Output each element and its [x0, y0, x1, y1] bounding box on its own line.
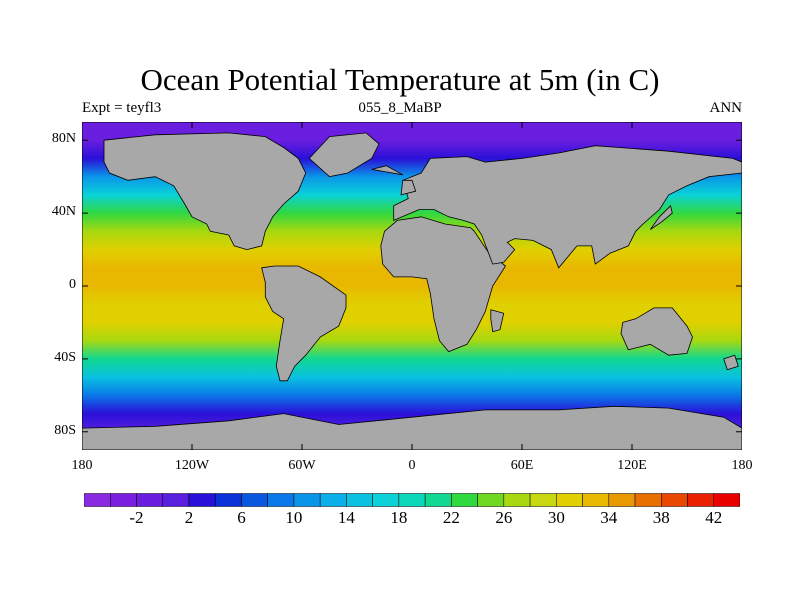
colorbar-box	[214, 493, 242, 507]
colorbar-label: -2	[129, 508, 144, 527]
temperature-map	[82, 122, 742, 450]
colorbar-label: 18	[390, 508, 408, 527]
colorbar-label: 34	[600, 508, 618, 527]
land-mass-5	[620, 307, 693, 356]
x-tick-label: 120E	[617, 458, 647, 473]
colorbar-box	[136, 493, 163, 507]
x-tick-label: 180	[71, 458, 93, 473]
x-tick-label: 0	[408, 458, 416, 473]
colorbar-box	[477, 493, 505, 507]
y-tick-label: 0	[69, 277, 76, 292]
x-tick-label: 120W	[174, 458, 210, 473]
chart-title: Ocean Potential Temperature at 5m (in C)	[140, 62, 660, 97]
experiment-label: Expt = teyfl3	[82, 100, 162, 116]
colorbar-box	[319, 493, 347, 507]
colorbar-label: 38	[652, 508, 670, 527]
land-mass-1	[261, 265, 347, 382]
colorbar-box	[267, 493, 295, 507]
colorbar-box	[451, 493, 478, 507]
y-tick-label: 40N	[51, 204, 76, 220]
x-tick-label: 60E	[510, 458, 534, 473]
land-mass-9	[400, 179, 417, 196]
colorbar-box	[162, 493, 190, 507]
colorbar-box	[582, 493, 610, 507]
colorbar-box	[372, 493, 400, 507]
land-mass-11	[649, 205, 673, 230]
colorbar-box	[241, 493, 268, 507]
period-label: 055_8_MaBP	[358, 100, 442, 116]
y-tick-label: 40S	[54, 349, 76, 365]
colorbar-box	[529, 493, 557, 507]
land-mass-0	[103, 132, 307, 251]
colorbar-label: 2	[184, 508, 194, 527]
land-mass-2	[308, 132, 380, 178]
colorbar-box	[346, 493, 373, 507]
colorbar-label: 22	[442, 508, 460, 527]
colorbar	[84, 493, 740, 507]
colorbar-box	[556, 493, 583, 507]
colorbar-box	[713, 493, 740, 507]
land-mass-3	[380, 216, 507, 353]
land-mass-7	[82, 405, 742, 450]
colorbar-label: 10	[285, 508, 303, 527]
colorbar-box	[109, 493, 137, 507]
colorbar-label: 30	[547, 508, 565, 527]
x-tick-label: 60W	[288, 458, 316, 473]
colorbar-box	[608, 493, 636, 507]
land-mass-10	[371, 165, 403, 176]
colorbar-box	[398, 493, 426, 507]
land-mass-8	[723, 354, 739, 371]
y-tick-label: 80S	[54, 422, 76, 438]
colorbar-label: 26	[495, 508, 513, 527]
colorbar-box	[687, 493, 715, 507]
y-tick-label: 80N	[51, 131, 76, 147]
colorbar-box	[424, 493, 452, 507]
colorbar-box	[503, 493, 531, 507]
land-mass-6	[490, 309, 505, 333]
colorbar-label: 6	[237, 508, 246, 527]
colorbar-box	[84, 493, 111, 507]
land-mass-4	[393, 145, 742, 269]
colorbar-label: 14	[337, 508, 355, 527]
colorbar-box	[293, 493, 321, 507]
colorbar-label: 42	[705, 508, 723, 527]
colorbar-box	[188, 493, 216, 507]
x-tick-label: 180	[731, 458, 753, 473]
colorbar-box	[661, 493, 688, 507]
colorbar-box	[634, 493, 662, 507]
season-label: ANN	[709, 100, 743, 116]
